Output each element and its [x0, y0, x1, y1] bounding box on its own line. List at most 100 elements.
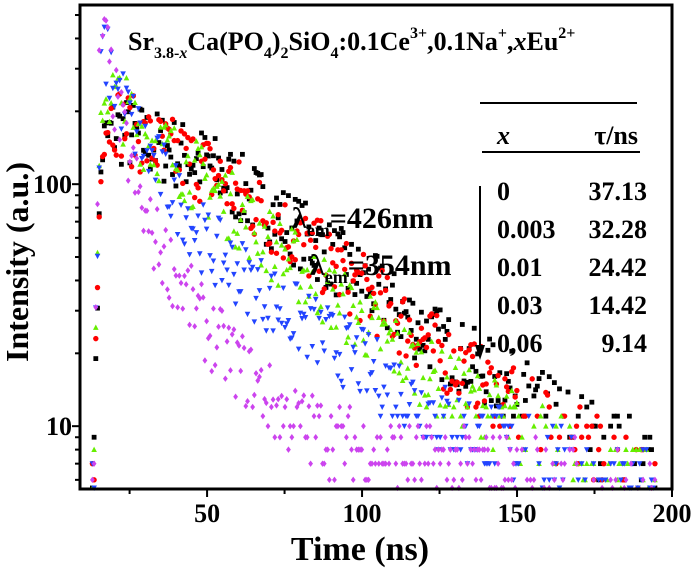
data-point-diamond — [267, 362, 273, 369]
data-point-triangle-down — [404, 413, 411, 420]
data-point-circle — [406, 317, 413, 323]
data-point-square — [425, 336, 431, 342]
data-point-triangle-down — [162, 151, 169, 157]
data-point-square — [224, 185, 230, 191]
data-point-circle — [451, 348, 457, 354]
data-point-triangle-down — [278, 320, 285, 327]
data-point-triangle-down — [149, 148, 155, 154]
data-point-triangle-up — [217, 193, 224, 199]
data-point-triangle-down — [618, 477, 624, 483]
data-point-diamond — [224, 338, 230, 345]
data-point-square — [534, 383, 540, 389]
data-point-triangle-down — [239, 241, 246, 247]
data-point-diamond — [424, 422, 429, 430]
data-point-triangle-down — [329, 312, 336, 319]
data-point-triangle-down — [389, 413, 396, 420]
data-point-triangle-down — [261, 304, 268, 310]
data-point-circle — [222, 180, 229, 187]
data-point-circle — [573, 423, 580, 429]
data-point-diamond — [299, 398, 305, 405]
data-point-square — [101, 123, 107, 129]
data-point-diamond — [291, 422, 296, 430]
data-point-triangle-down — [118, 126, 125, 132]
data-point-triangle-down — [115, 86, 121, 93]
data-point-triangle-up — [321, 256, 328, 262]
data-point-square — [306, 224, 312, 230]
data-point-triangle-up — [427, 375, 433, 382]
data-point-diamond — [151, 265, 157, 272]
data-point-triangle-down — [289, 335, 295, 341]
data-point-triangle-down — [168, 213, 174, 220]
data-point-triangle-up — [387, 326, 394, 333]
data-point-circle — [364, 276, 370, 283]
data-point-diamond — [136, 188, 141, 196]
data-point-triangle-down — [393, 404, 399, 411]
data-point-triangle-up — [358, 307, 365, 313]
data-point-triangle-down — [181, 241, 188, 247]
data-point-circle — [128, 163, 135, 170]
annotation-354: λem=354nm — [310, 249, 452, 287]
data-point-square — [326, 222, 332, 228]
data-point-square — [328, 281, 334, 287]
data-point-triangle-down — [152, 177, 159, 184]
data-point-diamond — [308, 460, 314, 467]
data-point-square — [228, 151, 233, 157]
data-point-circle — [306, 273, 312, 279]
data-point-square — [282, 239, 288, 244]
data-point-diamond — [274, 402, 279, 409]
data-point-triangle-up — [374, 304, 380, 311]
data-point-triangle-down — [137, 120, 143, 126]
data-point-triangle-up — [515, 413, 522, 419]
data-point-triangle-down — [398, 391, 404, 398]
data-point-circle — [224, 201, 230, 207]
data-point-triangle-down — [381, 384, 387, 391]
data-point-square — [233, 214, 238, 220]
data-point-triangle-up — [623, 446, 629, 453]
data-point-triangle-up — [512, 404, 518, 410]
data-point-triangle-down — [515, 461, 522, 467]
data-point-triangle-up — [101, 100, 108, 106]
data-point-square — [202, 135, 208, 140]
data-point-square — [301, 256, 307, 262]
data-point-circle — [316, 268, 322, 274]
data-point-triangle-up — [420, 374, 426, 381]
data-point-diamond — [347, 403, 353, 411]
data-point-diamond — [250, 403, 256, 411]
data-point-triangle-down — [142, 123, 149, 130]
data-point-triangle-up — [311, 253, 317, 259]
data-point-diamond — [282, 403, 288, 411]
data-point-square — [441, 324, 446, 329]
data-point-square — [146, 152, 152, 158]
x-tick-label: 200 — [653, 499, 691, 528]
data-point-triangle-up — [503, 393, 510, 399]
data-point-triangle-down — [231, 271, 237, 278]
data-point-triangle-up — [457, 413, 464, 419]
data-point-circle — [495, 372, 501, 379]
data-point-triangle-up — [137, 161, 143, 167]
data-point-square — [284, 230, 290, 235]
data-point-triangle-down — [415, 413, 421, 420]
data-point-diamond — [393, 460, 399, 467]
data-point-triangle-up — [406, 329, 413, 335]
data-point-diamond — [185, 267, 191, 274]
data-point-square — [118, 161, 124, 167]
data-point-diamond — [427, 422, 433, 430]
data-point-diamond — [101, 16, 107, 23]
data-point-diamond — [352, 434, 358, 441]
data-point-triangle-down — [355, 381, 362, 387]
data-point-square — [468, 378, 474, 384]
data-point-square — [369, 308, 375, 314]
data-point-square — [219, 167, 225, 172]
data-point-triangle-up — [93, 324, 99, 330]
data-point-diamond — [396, 422, 402, 430]
data-point-triangle-down — [156, 134, 162, 140]
data-point-diamond — [306, 403, 312, 410]
data-point-square — [212, 136, 218, 141]
data-point-circle — [249, 223, 256, 229]
data-point-square — [236, 211, 242, 217]
data-point-circle — [347, 311, 353, 317]
data-point-triangle-down — [157, 191, 164, 198]
data-point-triangle-up — [324, 278, 331, 284]
data-point-triangle-up — [553, 423, 559, 429]
data-point-diamond — [531, 476, 537, 484]
